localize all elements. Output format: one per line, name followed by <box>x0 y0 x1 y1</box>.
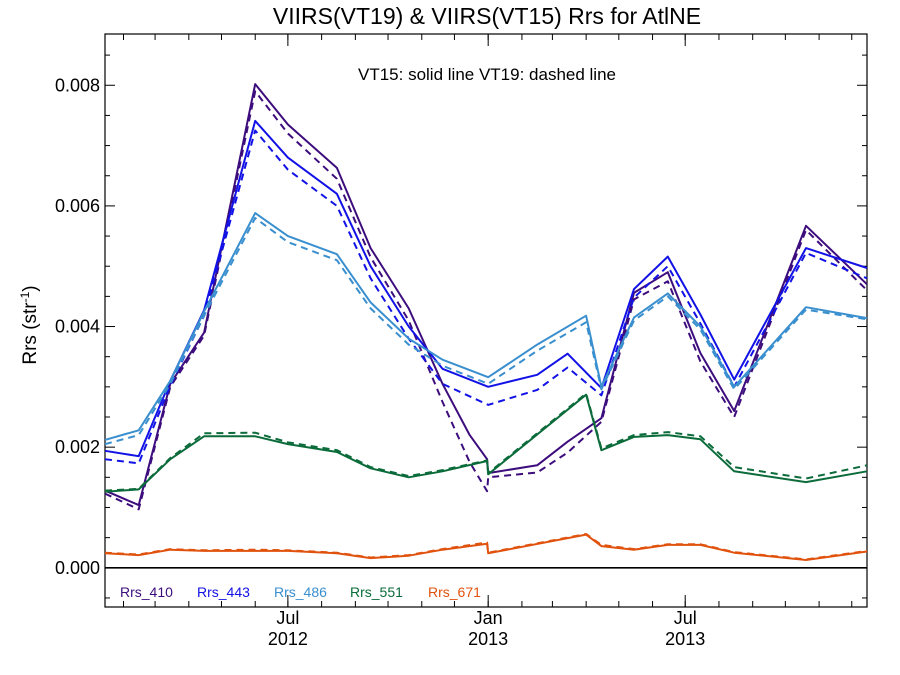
chart-title: VIIRS(VT19) & VIIRS(VT15) Rrs for AtlNE <box>273 3 701 29</box>
y-axis-label-suffix: ) <box>20 285 41 291</box>
legend: Rrs_410 Rrs_443 Rrs_486 Rrs_551 Rrs_671 <box>120 584 481 600</box>
legend-item-rrs-443: Rrs_443 <box>197 584 250 600</box>
series-line-rrs-671-dashed <box>104 533 868 561</box>
legend-item-rrs-551: Rrs_551 <box>350 584 403 600</box>
x-tick-year-label: 2013 <box>468 629 508 649</box>
legend-item-rrs-410: Rrs_410 <box>120 584 173 600</box>
plot-frame <box>104 33 868 608</box>
series-line-rrs-486-solid <box>104 212 868 441</box>
series-line-rrs-486-dashed <box>104 217 868 446</box>
series-line-rrs-551-solid <box>104 393 868 493</box>
legend-item-rrs-671: Rrs_671 <box>428 584 481 600</box>
y-tick-label: 0.002 <box>55 437 100 457</box>
series-line-rrs-410-dashed <box>104 90 868 511</box>
y-axis-label: Rrs (str-1) <box>18 285 41 364</box>
x-tick-year-label: 2013 <box>665 629 705 649</box>
y-axis-label-superscript: -1 <box>18 291 32 302</box>
series-line-rrs-443-dashed <box>104 129 868 465</box>
y-tick-label: 0.008 <box>55 75 100 95</box>
series-lines <box>104 83 868 561</box>
y-axis-label-main: Rrs (str <box>20 302 41 365</box>
x-tick-month-label: Jul <box>674 608 697 628</box>
series-line-rrs-551-dashed <box>104 392 868 492</box>
legend-item-rrs-486: Rrs_486 <box>274 584 327 600</box>
x-tick-month-label: Jul <box>276 608 299 628</box>
axes: 0.0000.0020.0040.0060.008Jul2012Jan2013J… <box>55 33 868 649</box>
line-style-annotation: VT15: solid line VT19: dashed line <box>358 65 616 84</box>
y-tick-label: 0.004 <box>55 317 100 337</box>
series-line-rrs-410-solid <box>104 83 868 507</box>
y-tick-label: 0.006 <box>55 196 100 216</box>
x-tick-year-label: 2012 <box>268 629 308 649</box>
y-tick-label: 0.000 <box>55 558 100 578</box>
series-line-rrs-443-solid <box>104 119 868 458</box>
series-line-rrs-671-solid <box>104 533 868 561</box>
x-tick-month-label: Jan <box>474 608 503 628</box>
